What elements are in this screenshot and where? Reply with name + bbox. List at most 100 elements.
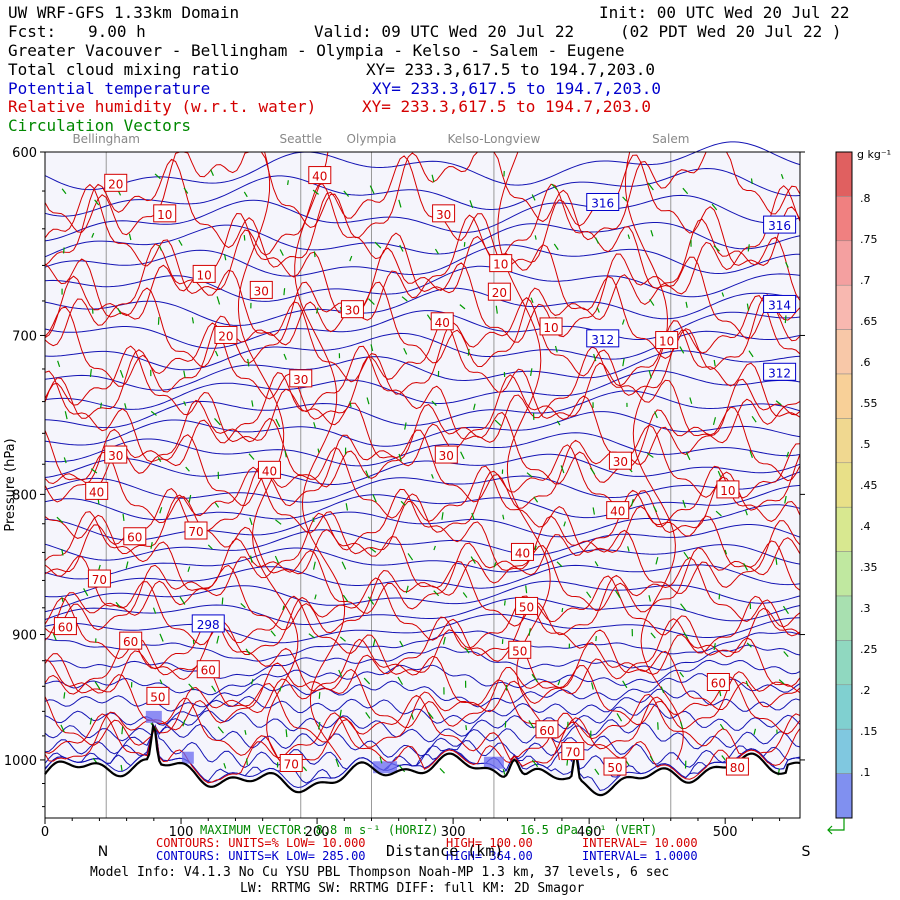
colorbar-tick-3: .65 <box>860 315 878 328</box>
circulation-vector <box>473 403 476 410</box>
circulation-vector <box>369 185 375 194</box>
rh-label-17: 30 <box>613 455 628 469</box>
circulation-vector <box>615 590 621 599</box>
circulation-vector <box>650 632 656 639</box>
circulation-vector <box>712 417 717 426</box>
isentrope-line <box>44 432 801 467</box>
circulation-vector <box>471 512 475 520</box>
colorbar-tick-1: .75 <box>860 233 878 246</box>
circulation-vector <box>745 509 748 516</box>
circulation-vector <box>365 470 370 479</box>
rh-contour-line <box>44 443 801 534</box>
circulation-vector <box>64 411 68 420</box>
rh-label-14: 30 <box>108 449 123 463</box>
circulation-vector <box>531 759 539 768</box>
rh-contour-line <box>44 488 801 576</box>
isentrope-line <box>44 703 801 743</box>
isentrope-line <box>44 244 801 277</box>
theta-label-2: 314 <box>768 298 791 312</box>
circulation-vector <box>400 500 406 506</box>
circulation-vector <box>157 457 162 462</box>
colorbar-tick-4: .6 <box>860 356 871 369</box>
colorbar-segment-10 <box>835 595 853 641</box>
circulation-vector <box>318 721 321 730</box>
circulation-vector <box>746 303 750 311</box>
circulation-vector <box>317 448 320 453</box>
circulation-vector <box>442 636 446 645</box>
rh-label-box-31 <box>146 686 170 705</box>
circulation-vector <box>622 358 625 367</box>
model-title: UW WRF-GFS 1.33km Domain <box>8 3 240 22</box>
circulation-vector <box>159 679 163 685</box>
rh-label-1: 40 <box>312 170 327 184</box>
cloud-shading-patch <box>145 710 162 723</box>
circulation-vector <box>441 512 444 520</box>
terrain-profile <box>44 721 801 797</box>
circulation-vector <box>427 711 434 719</box>
rh-contour-line <box>44 345 801 444</box>
rh-contour-line <box>44 151 801 241</box>
rh-label-box-8 <box>340 300 364 319</box>
circulation-vector <box>245 648 251 655</box>
rh-label-11: 20 <box>218 329 233 343</box>
colorbar-segment-13 <box>835 728 853 774</box>
colorbar-segment-1 <box>835 196 853 242</box>
circulation-vector <box>407 553 414 561</box>
circulation-vector <box>494 419 502 426</box>
circulation-vector <box>374 241 382 249</box>
circulation-vector <box>616 713 623 722</box>
valid-time: Valid: 09 UTC Wed 20 Jul 22 <box>314 22 575 41</box>
circulation-vector <box>57 360 61 367</box>
colorbar-segment-8 <box>835 506 853 552</box>
circulation-vector <box>751 415 757 423</box>
circulation-vector <box>335 758 340 768</box>
circulation-vector <box>746 642 752 648</box>
circulation-vector <box>216 635 220 644</box>
x-tick-label-300: 300 <box>441 825 466 840</box>
circulation-vector <box>586 591 592 599</box>
circulation-vector <box>124 403 127 409</box>
circulation-vector <box>525 585 528 594</box>
circulation-vector <box>274 555 280 564</box>
circulation-vector <box>682 499 686 508</box>
theta-label-1: 316 <box>768 219 791 233</box>
rh-label-box-30 <box>706 672 730 691</box>
circulation-vector <box>122 513 125 522</box>
circulation-vector <box>556 420 561 426</box>
circulation-vector <box>560 465 565 474</box>
circulation-vector <box>89 368 92 377</box>
circulation-vector <box>531 673 538 683</box>
rh-contour-line <box>44 465 801 555</box>
circulation-vector <box>403 347 408 355</box>
circulation-vector <box>592 507 595 515</box>
circulation-vector <box>649 298 655 306</box>
circulation-vector <box>404 422 407 430</box>
circulation-vector <box>284 450 287 458</box>
rh-label-box-6 <box>249 280 273 299</box>
circulation-vector <box>214 418 221 426</box>
circulation-vector <box>247 358 250 367</box>
rh-contour-line <box>44 615 801 695</box>
isentrope-line <box>44 484 801 521</box>
city-label-2: Olympia <box>347 132 397 146</box>
cloud-shading-patch <box>181 751 194 764</box>
circulation-vector <box>370 344 374 352</box>
circulation-vector <box>467 348 470 356</box>
y-tick-label-600: 600 <box>12 146 37 161</box>
rh-label-box-33 <box>561 742 585 761</box>
circulation-vector <box>679 346 685 354</box>
isentrope-line <box>44 673 801 712</box>
isentrope-line <box>44 370 801 410</box>
rh-label-0: 20 <box>108 177 123 191</box>
rh-label-16: 40 <box>262 464 277 478</box>
colorbar-segment-11 <box>835 640 853 686</box>
circulation-vector <box>753 728 757 735</box>
colorbar-tick-5: .55 <box>860 397 878 410</box>
circulation-vector <box>313 422 316 428</box>
circulation-vector <box>589 467 596 475</box>
circulation-vector <box>627 234 631 240</box>
circulation-vector <box>120 764 123 772</box>
cloud-shading-patch <box>483 756 504 769</box>
field-cloud-xy: XY= 233.3,617.5 to 194.7,203.0 <box>366 60 655 79</box>
circulation-vector <box>630 498 634 507</box>
